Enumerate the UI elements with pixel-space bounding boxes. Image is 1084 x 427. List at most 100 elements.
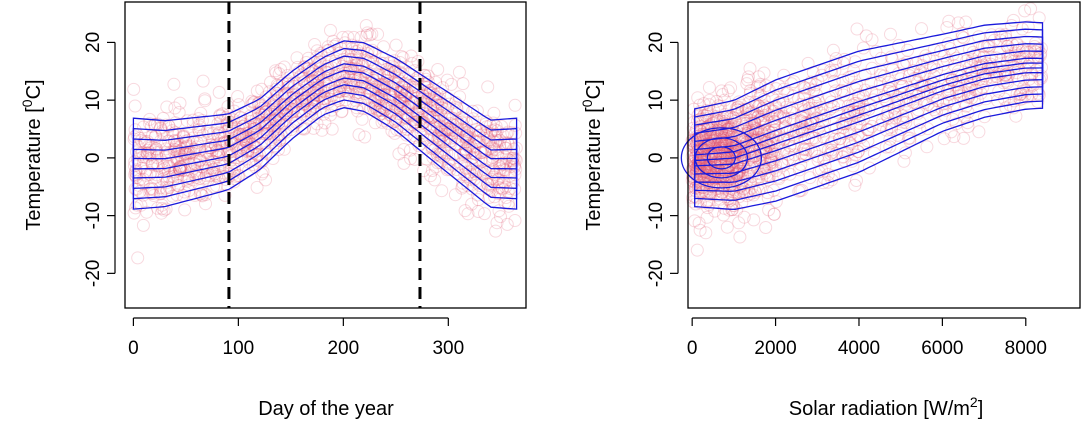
data-point xyxy=(180,114,194,128)
data-point xyxy=(896,79,910,93)
data-point xyxy=(234,111,248,124)
data-point xyxy=(1004,50,1018,64)
data-point xyxy=(273,98,287,112)
data-point xyxy=(202,141,216,155)
data-point xyxy=(873,68,887,82)
data-point xyxy=(686,164,699,178)
data-point xyxy=(710,94,724,108)
data-point xyxy=(947,130,961,144)
data-point xyxy=(344,61,358,75)
data-point xyxy=(249,153,263,167)
data-point xyxy=(423,108,437,122)
data-point xyxy=(353,70,367,84)
data-point xyxy=(155,202,169,215)
data-point xyxy=(206,166,219,179)
data-point xyxy=(850,22,864,36)
data-point xyxy=(947,78,961,92)
data-point xyxy=(335,75,349,89)
data-point xyxy=(735,196,749,210)
data-point xyxy=(353,70,367,84)
contour-line xyxy=(132,69,518,170)
data-point xyxy=(717,179,731,193)
data-point xyxy=(772,170,785,184)
data-point xyxy=(400,83,414,97)
data-point xyxy=(913,123,927,137)
data-point xyxy=(332,84,346,98)
data-point xyxy=(294,68,308,82)
data-point xyxy=(1010,87,1024,101)
data-point xyxy=(328,57,342,71)
data-point xyxy=(210,122,224,136)
data-point xyxy=(246,158,260,172)
data-point xyxy=(1000,56,1014,70)
data-point xyxy=(430,95,444,109)
data-point xyxy=(927,59,940,73)
data-point xyxy=(156,111,170,125)
data-point xyxy=(762,203,776,217)
data-point xyxy=(466,104,480,118)
data-point xyxy=(244,120,258,134)
data-point xyxy=(409,115,423,129)
data-point xyxy=(974,76,988,90)
data-point xyxy=(429,103,443,117)
data-point xyxy=(148,118,161,132)
data-point xyxy=(691,174,705,188)
data-point xyxy=(982,59,996,73)
data-point xyxy=(840,109,854,123)
data-point xyxy=(363,84,377,98)
data-point xyxy=(743,128,757,142)
data-point xyxy=(368,116,382,130)
data-point xyxy=(225,162,239,176)
data-point xyxy=(717,141,731,155)
data-point xyxy=(976,39,989,53)
data-point xyxy=(314,69,328,83)
data-point xyxy=(703,149,717,163)
data-point xyxy=(817,63,831,77)
data-point xyxy=(1009,109,1023,123)
data-point xyxy=(757,99,771,113)
data-point xyxy=(393,102,407,116)
data-point xyxy=(167,77,181,91)
data-point xyxy=(767,207,781,221)
data-point xyxy=(218,188,232,202)
data-point xyxy=(268,121,281,135)
data-point xyxy=(701,123,714,137)
data-point xyxy=(257,116,271,130)
data-point xyxy=(144,138,158,152)
data-point xyxy=(467,140,481,153)
data-point xyxy=(965,79,979,92)
data-point xyxy=(455,157,468,171)
data-point xyxy=(139,136,152,150)
data-point xyxy=(311,54,325,67)
data-point xyxy=(1007,60,1021,74)
data-point xyxy=(507,160,521,174)
data-point xyxy=(350,53,364,67)
data-point xyxy=(1032,11,1046,25)
data-point xyxy=(301,76,315,90)
data-point xyxy=(748,184,762,198)
data-point xyxy=(281,75,295,88)
data-point xyxy=(704,187,718,201)
data-point xyxy=(353,91,367,105)
data-point xyxy=(471,205,485,218)
data-point xyxy=(281,76,295,90)
data-point xyxy=(708,172,721,186)
data-point xyxy=(724,141,738,155)
data-point xyxy=(474,124,487,138)
data-point xyxy=(231,120,245,134)
data-point xyxy=(501,136,515,150)
data-point xyxy=(861,123,874,137)
data-point xyxy=(1001,76,1014,90)
data-point xyxy=(140,168,154,182)
data-point xyxy=(1034,41,1048,55)
data-point xyxy=(458,204,472,218)
data-point xyxy=(721,149,735,163)
data-point xyxy=(717,135,731,149)
data-point xyxy=(355,112,369,126)
data-point xyxy=(692,216,706,230)
data-point xyxy=(269,66,283,80)
data-point xyxy=(718,172,732,186)
x-tick-label: 2000 xyxy=(754,338,796,359)
data-point xyxy=(858,83,872,97)
